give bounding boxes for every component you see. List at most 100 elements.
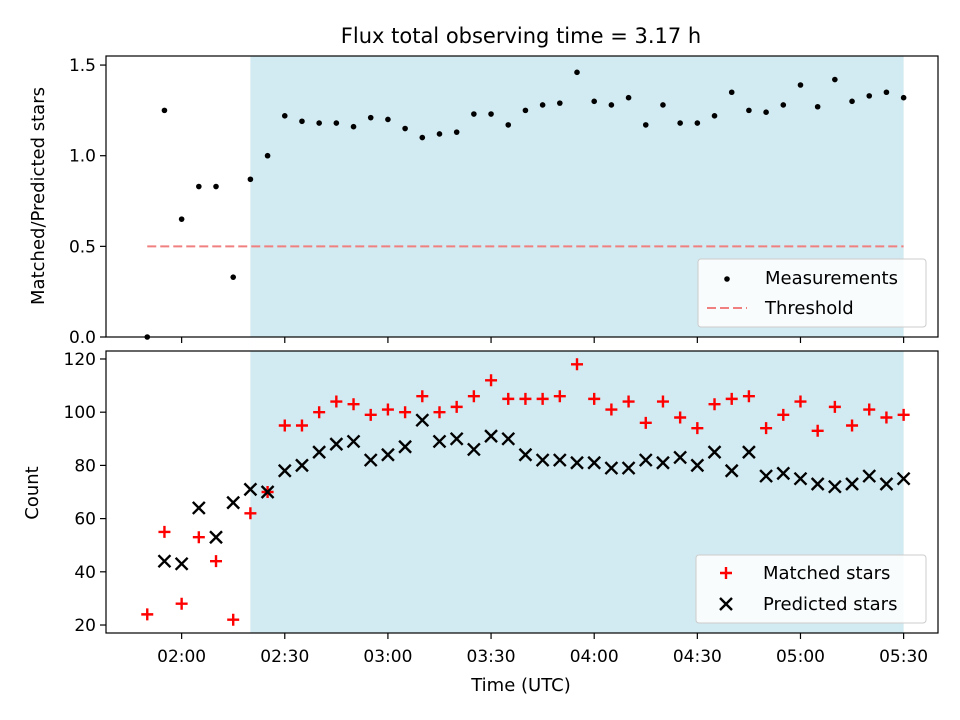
predicted-star-point: [638, 453, 653, 467]
predicted-star-point: [381, 447, 395, 462]
matched-star-point: [227, 613, 240, 626]
y-tick-label: 40: [74, 563, 96, 583]
measurement-point: [367, 114, 374, 121]
predicted-star-point: [260, 485, 275, 499]
matched-star-point: [192, 531, 205, 544]
predicted-star-point: [329, 437, 344, 451]
predicted-star-point: [535, 453, 550, 467]
matched-star-point: [158, 525, 171, 538]
measurement-point: [161, 107, 168, 114]
measurement-point: [230, 274, 237, 280]
predicted-star-point: [518, 447, 533, 462]
matched-star-point: [175, 597, 188, 610]
measurement-point: [711, 113, 718, 119]
bottom-ylabel: Count: [22, 466, 43, 519]
matched-star-point: [811, 424, 824, 437]
matched-star-point: [450, 400, 463, 413]
matched-star-point: [691, 422, 704, 435]
predicted-star-point: [552, 453, 567, 467]
measurement-point: [574, 69, 580, 76]
matched-star-point: [897, 408, 910, 421]
predicted-star-point: [879, 477, 894, 491]
measurement-point: [281, 113, 288, 119]
legend-marker-measurements: [724, 276, 730, 282]
predicted-star-point: [295, 458, 309, 473]
predicted-star-point: [484, 429, 498, 443]
matched-star-point: [863, 403, 876, 416]
predicted-star-point: [243, 482, 258, 497]
predicted-star-point: [742, 445, 756, 459]
predicted-star-point: [759, 469, 773, 483]
measurement-point: [247, 176, 254, 183]
measurement-point: [299, 118, 305, 125]
matched-star-point: [605, 403, 618, 416]
matched-star-point: [141, 608, 154, 621]
matched-star-point: [571, 358, 584, 371]
x-tick-label: 04:00: [570, 647, 619, 667]
measurement-point: [728, 89, 735, 96]
matched-star-point: [433, 406, 446, 419]
bottom-panel: 20 40 60 80 100 120 02:00 02:30 03:00 03:30 04:00…: [22, 350, 939, 696]
measurement-point: [866, 93, 873, 99]
predicted-star-point: [346, 434, 361, 449]
x-tick-label: 03:30: [467, 647, 516, 667]
measurement-point: [453, 129, 460, 135]
matched-star-point: [210, 555, 223, 568]
predicted-star-point: [862, 469, 877, 483]
matched-star-point: [364, 408, 377, 421]
measurement-point: [471, 111, 477, 117]
y-tick-label: 1.0: [69, 147, 96, 167]
y-tick-label: 80: [74, 456, 96, 476]
matched-star-point: [742, 390, 755, 403]
predicted-star-point: [467, 442, 481, 457]
measurement-point: [522, 107, 529, 114]
matched-star-point: [622, 395, 635, 408]
predicted-star-point: [690, 458, 705, 473]
measurement-point: [797, 82, 804, 88]
top-legend-box: [697, 258, 927, 328]
bottom-axes-frame: [105, 350, 939, 634]
matched-star-point: [828, 400, 841, 413]
measurement-point: [316, 120, 322, 126]
measurement-point: [350, 123, 357, 130]
predicted-star-point: [776, 466, 791, 481]
bottom-xlabel: Time (UTC): [470, 675, 571, 696]
predicted-star-point: [209, 530, 223, 545]
predicted-star-point: [432, 434, 447, 449]
x-tick-label: 02:00: [157, 647, 206, 667]
measurement-point: [625, 94, 632, 101]
matched-star-point: [313, 406, 326, 419]
matched-star-point: [347, 398, 360, 411]
measurement-point: [505, 122, 512, 128]
predicted-star-point: [570, 455, 584, 470]
matched-star-point: [674, 411, 687, 424]
matched-star-point: [553, 390, 566, 403]
legend-marker-matched: [720, 567, 732, 579]
x-tick-label: 05:00: [776, 647, 825, 667]
measurement-point: [660, 102, 666, 108]
predicted-star-point: [501, 431, 516, 446]
matched-star-point: [278, 419, 291, 432]
predicted-star-point: [226, 495, 241, 510]
measurement-point: [196, 183, 202, 190]
measurement-point: [402, 125, 408, 132]
measurement-point: [608, 102, 615, 108]
matched-star-point: [399, 406, 412, 419]
predicted-star-point: [673, 450, 687, 465]
matched-star-point: [880, 411, 893, 424]
predicted-star-point: [896, 471, 911, 486]
matched-star-point: [588, 392, 601, 405]
y-tick-label: 1.5: [69, 56, 96, 76]
top-ylabel: Matched/Predicted stars: [28, 87, 49, 305]
x-tick-label: 04:30: [673, 647, 722, 667]
y-tick-label: 20: [74, 616, 96, 636]
predicted-star-point: [707, 445, 722, 459]
measurement-point: [677, 120, 683, 126]
predicted-star-point: [449, 431, 464, 446]
matched-star-point: [725, 392, 738, 405]
predicted-star-point: [191, 501, 206, 515]
measurement-point: [264, 152, 271, 159]
matched-star-point: [467, 390, 480, 403]
predicted-star-point: [828, 479, 842, 494]
y-tick-label: 0.5: [69, 237, 96, 257]
